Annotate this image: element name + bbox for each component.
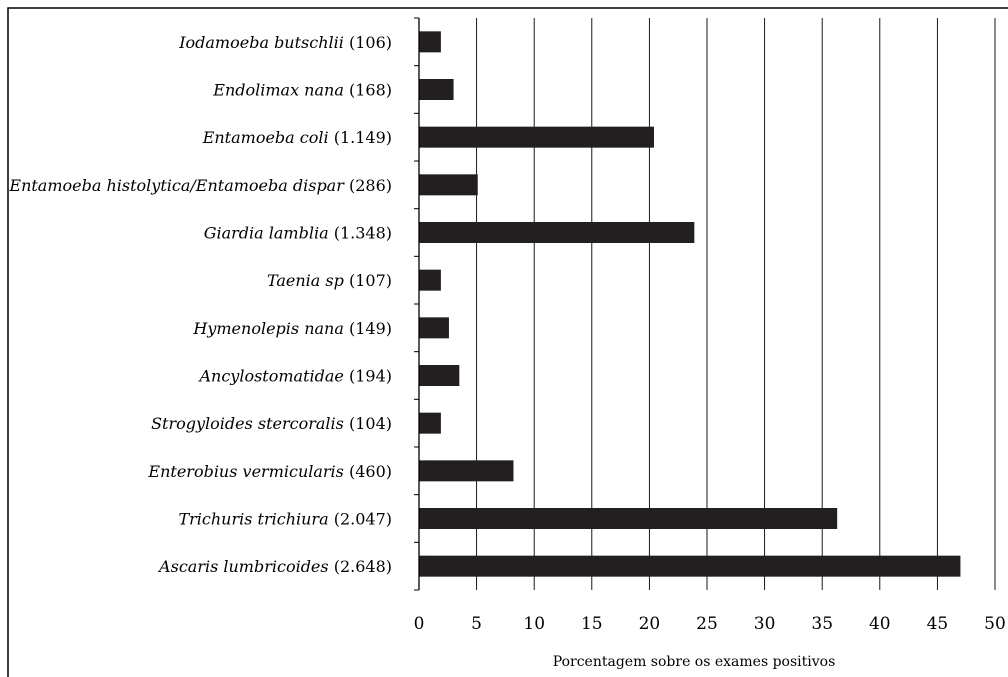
x-tick-label: 15	[581, 614, 603, 634]
sample-count: (460)	[349, 462, 392, 481]
x-tick-label: 25	[696, 614, 718, 634]
sample-count: (106)	[349, 33, 392, 52]
x-tick-label: 35	[811, 614, 833, 634]
category-label: Taenia sp (107)	[267, 271, 392, 290]
sample-count: (2.648)	[334, 557, 392, 576]
species-name: Trichuris trichiura	[178, 510, 328, 529]
bar	[419, 269, 441, 291]
x-tick-label: 45	[927, 614, 949, 634]
species-name: Ancylostomatidae	[197, 367, 343, 386]
bar	[419, 365, 460, 386]
sample-count: (168)	[349, 81, 392, 100]
bar	[419, 460, 514, 482]
category-label: Strogyloides stercoralis (104)	[151, 414, 392, 433]
species-name: Giardia lamblia	[204, 224, 329, 243]
x-axis-tick-labels: 0 5 10 15 20 25 30 35 40 45 50	[414, 614, 1006, 634]
bar	[419, 555, 961, 577]
sample-count: (149)	[349, 319, 392, 338]
bar	[419, 317, 449, 339]
gridlines	[476, 18, 996, 590]
category-label: Ancylostomatidae (194)	[197, 367, 392, 386]
category-label: Entamoeba coli (1.149)	[202, 128, 392, 147]
bar	[419, 31, 441, 53]
x-tick-label: 40	[869, 614, 891, 634]
bars	[419, 31, 961, 577]
species-name: Iodamoeba butschlii	[178, 33, 344, 52]
bar	[419, 174, 478, 196]
species-name: Ascaris lumbricoides	[157, 557, 329, 576]
bar	[419, 79, 454, 100]
category-label: Endolimax nana (168)	[212, 81, 392, 100]
x-tick-label: 10	[523, 614, 545, 634]
x-axis-label: Porcentagem sobre os exames positivos	[553, 654, 836, 670]
category-label: Trichuris trichiura (2.047)	[178, 510, 392, 529]
bar	[419, 412, 441, 434]
species-name: Enterobius vermicularis	[147, 462, 343, 481]
category-label: Iodamoeba butschlii (106)	[178, 33, 392, 52]
sample-count: (104)	[349, 414, 392, 433]
category-label: Entamoeba histolytica/Entamoeba dispar (…	[8, 176, 392, 195]
x-tick-label: 50	[984, 614, 1006, 634]
species-name: Entamoeba histolytica/Entamoeba dispar	[8, 176, 345, 195]
sample-count: (2.047)	[334, 510, 392, 529]
bar	[419, 222, 695, 243]
category-label: Ascaris lumbricoides (2.648)	[157, 557, 392, 576]
sample-count: (1.348)	[334, 224, 392, 243]
species-name: Taenia sp	[267, 271, 344, 290]
x-tick-label: 5	[471, 614, 482, 634]
category-label: Hymenolepis nana (149)	[192, 319, 392, 338]
category-labels: Iodamoeba butschlii (106) Endolimax nana …	[8, 33, 392, 576]
bar	[419, 508, 838, 529]
category-label: Enterobius vermicularis (460)	[147, 462, 392, 481]
chart-frame	[7, 7, 1008, 677]
bar	[419, 126, 655, 148]
y-axis-ticks	[414, 17, 419, 591]
species-name: Entamoeba coli	[202, 128, 329, 147]
x-tick-label: 30	[754, 614, 776, 634]
sample-count: (107)	[349, 271, 392, 290]
sample-count: (286)	[349, 176, 392, 195]
x-tick-label: 20	[639, 614, 661, 634]
species-name: Endolimax nana	[212, 81, 344, 100]
species-name: Strogyloides stercoralis	[151, 414, 344, 433]
sample-count: (194)	[349, 367, 392, 386]
species-name: Hymenolepis nana	[192, 319, 344, 338]
sample-count: (1.149)	[334, 128, 392, 147]
x-tick-label: 0	[414, 614, 425, 634]
category-label: Giardia lamblia (1.348)	[204, 224, 392, 243]
